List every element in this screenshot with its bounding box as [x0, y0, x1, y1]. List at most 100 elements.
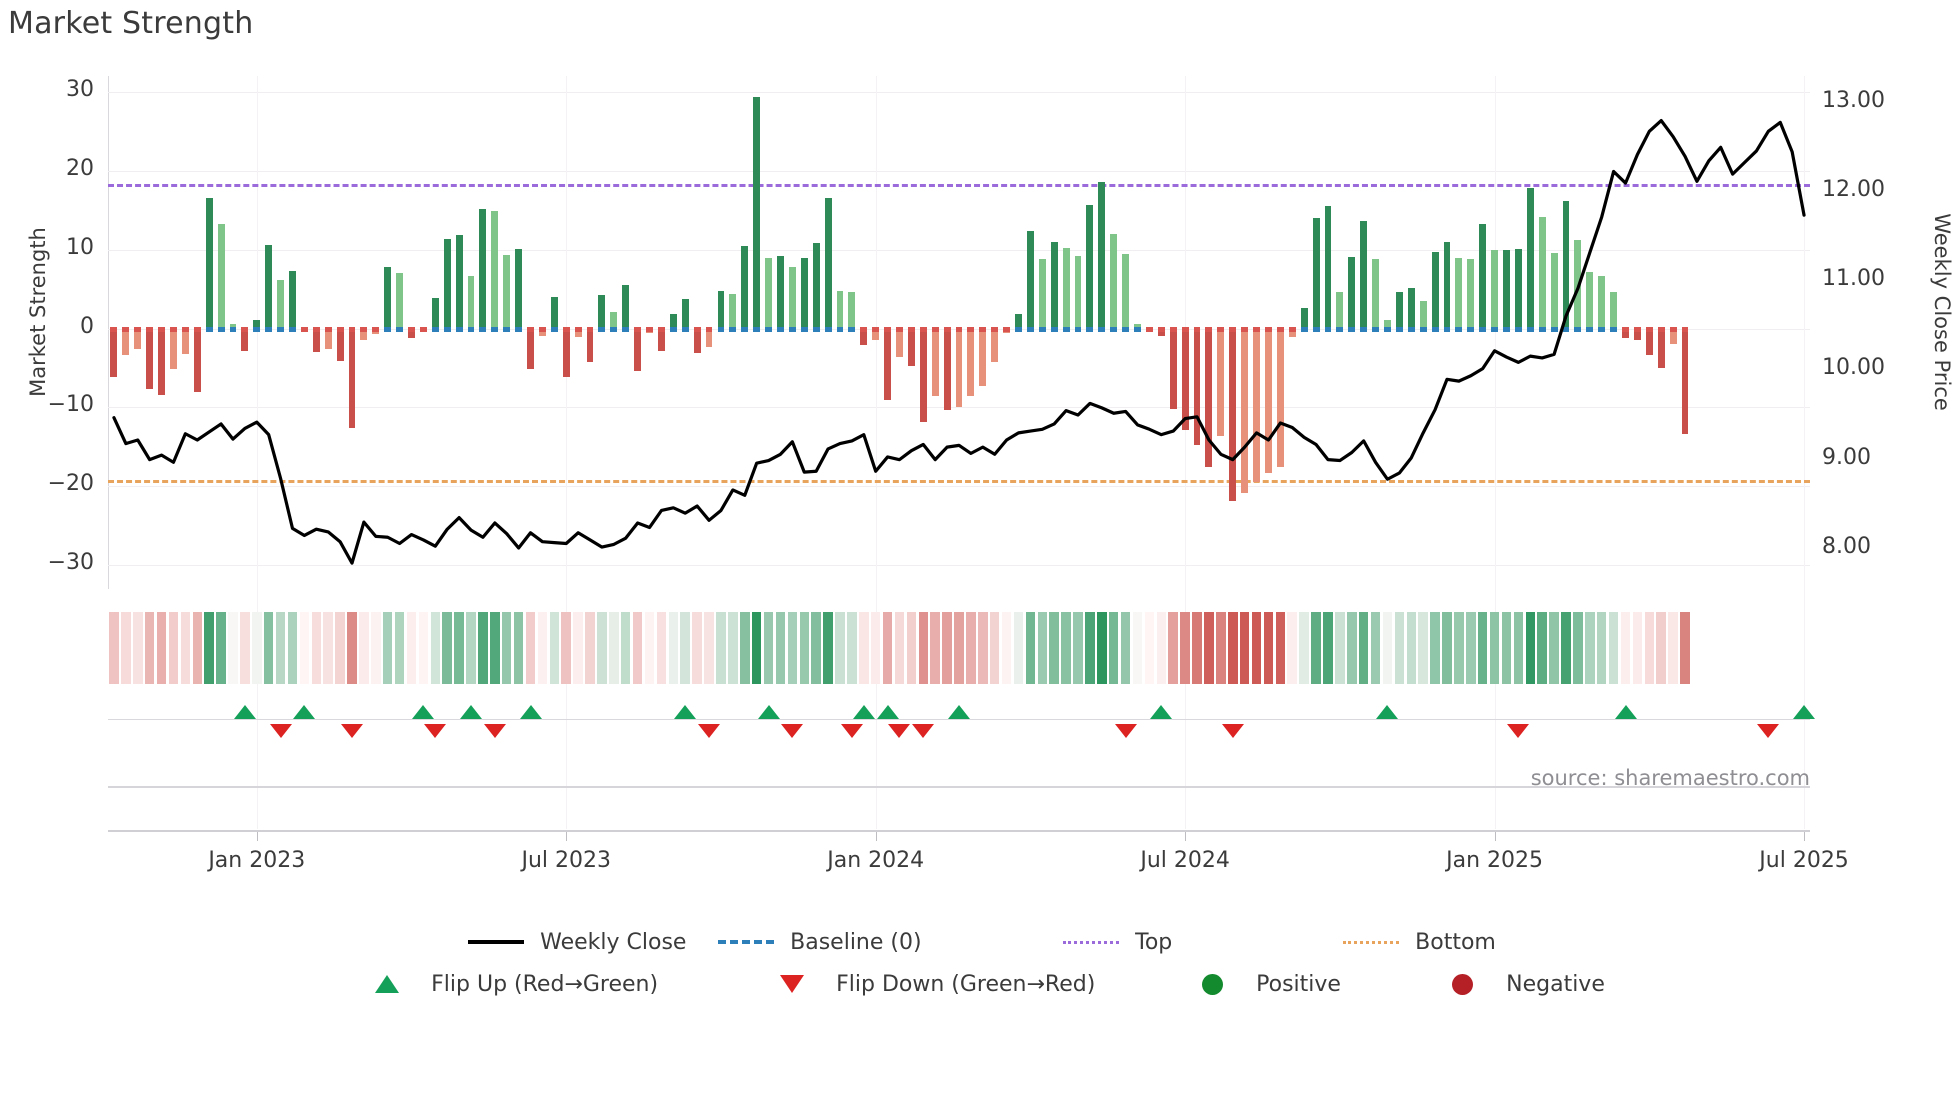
- strength-bar: [1193, 328, 1201, 445]
- baseline-marker: [586, 326, 594, 332]
- baseline-marker: [1181, 326, 1189, 332]
- gridline-y: [108, 249, 1810, 251]
- strength-bar: [146, 328, 154, 389]
- heatmap-cell: [1358, 612, 1369, 684]
- baseline-marker: [491, 326, 499, 332]
- gridline-y: [108, 170, 1810, 172]
- strength-bar: [1038, 259, 1046, 329]
- strength-bar: [538, 328, 546, 336]
- strength-bar: [1610, 292, 1618, 329]
- heatmap-cell: [1227, 612, 1238, 684]
- strength-bar: [967, 328, 975, 396]
- strength-bar: [277, 279, 285, 329]
- x-axis-tick: Jan 2024: [827, 848, 925, 873]
- legend-bottom[interactable]: Bottom: [1339, 920, 1496, 964]
- heatmap-cell: [1216, 612, 1226, 684]
- heatmap-cell: [632, 612, 643, 684]
- y-axis-right-tick: 13.00: [1822, 87, 1885, 113]
- flip-markers: [108, 692, 1816, 752]
- legend-negative[interactable]: Negative: [1430, 962, 1605, 1006]
- legend-baseline[interactable]: Baseline (0): [714, 920, 1059, 964]
- strength-bar: [1479, 224, 1487, 329]
- legend-key: [1339, 940, 1403, 944]
- strength-bar: [1550, 252, 1558, 329]
- strength-bar: [1681, 328, 1689, 435]
- strength-bar: [1669, 328, 1677, 344]
- flip-up-marker: [1376, 705, 1399, 719]
- baseline-marker: [1086, 326, 1094, 332]
- strength-bar: [1503, 249, 1510, 329]
- flip-up-marker: [519, 705, 542, 719]
- strength-bar: [1276, 328, 1284, 468]
- heatmap-cell: [835, 612, 845, 684]
- strength-bar: [1372, 259, 1379, 329]
- baseline-marker: [1026, 326, 1034, 332]
- bottom-dotted-icon: [1343, 940, 1400, 944]
- heatmap-cell: [775, 612, 786, 684]
- strength-bar: [1074, 255, 1082, 329]
- baseline-marker: [1645, 326, 1653, 332]
- strength-bar: [289, 270, 296, 329]
- strength-bar: [1443, 241, 1451, 329]
- heatmap-cell: [644, 612, 655, 684]
- strength-bar: [1288, 328, 1296, 338]
- legend-top[interactable]: Top: [1059, 920, 1339, 964]
- heatmap-cell: [513, 612, 524, 684]
- heatmap-cell: [847, 612, 857, 684]
- heatmap-cell: [1239, 612, 1250, 684]
- heatmap-cell: [323, 612, 333, 684]
- baseline-marker: [134, 326, 142, 332]
- heatmap-cell: [299, 612, 310, 684]
- strength-bar: [527, 328, 534, 369]
- heatmap-cell: [680, 612, 690, 684]
- heatmap-cell: [1513, 612, 1524, 684]
- legend-flip-down[interactable]: Flip Down (Green→Red): [760, 962, 1180, 1006]
- baseline-marker: [812, 326, 820, 332]
- strength-bar: [848, 292, 856, 329]
- legend-key: [760, 975, 824, 993]
- flip-down-marker: [1221, 724, 1244, 738]
- baseline-marker: [1384, 326, 1391, 332]
- strength-bar: [110, 328, 118, 377]
- legend-weekly-close[interactable]: Weekly Close: [464, 920, 714, 964]
- flip-up-marker: [876, 705, 899, 719]
- y-axis-right-tick: 8.00: [1822, 533, 1871, 559]
- gridline-x: [875, 76, 877, 829]
- heatmap-cell: [740, 612, 750, 684]
- gridline-x: [1804, 76, 1806, 829]
- baseline-marker: [562, 326, 570, 332]
- flip-down-marker: [888, 724, 911, 738]
- baseline-marker: [265, 326, 273, 332]
- baseline-marker: [943, 326, 951, 332]
- legend-key: [355, 975, 419, 993]
- y-axis-left-tick: 20: [66, 155, 94, 181]
- divider-line-upper: [108, 786, 1810, 788]
- heatmap-cell: [1537, 612, 1547, 684]
- heatmap-cell: [716, 612, 726, 684]
- heatmap-cell: [1585, 612, 1595, 684]
- heatmap-cell: [704, 612, 714, 684]
- strength-bar: [1467, 259, 1475, 329]
- gridline-x: [256, 76, 258, 829]
- strength-bar: [1050, 241, 1058, 329]
- flip-down-marker: [1114, 724, 1137, 738]
- strength-bar: [872, 328, 880, 340]
- strength-bar: [943, 328, 951, 410]
- top-threshold-line: [108, 184, 1810, 188]
- strength-bar: [1110, 233, 1118, 329]
- strength-bar: [836, 291, 844, 329]
- legend-flip-up[interactable]: Flip Up (Red→Green): [355, 962, 760, 1006]
- y-axis-right-tick: 9.00: [1822, 444, 1871, 470]
- legend-positive[interactable]: Positive: [1180, 962, 1430, 1006]
- baseline-marker: [515, 326, 523, 332]
- heatmap-cell: [359, 612, 369, 684]
- baseline-marker: [955, 326, 963, 332]
- baseline-marker: [110, 326, 118, 332]
- baseline-marker: [1669, 326, 1677, 332]
- strength-bar: [1229, 328, 1237, 501]
- baseline-marker: [1491, 326, 1499, 332]
- heatmap-cell: [692, 612, 702, 684]
- heatmap-cell: [561, 612, 571, 684]
- baseline-marker: [1562, 326, 1570, 332]
- flip-up-marker: [233, 705, 256, 719]
